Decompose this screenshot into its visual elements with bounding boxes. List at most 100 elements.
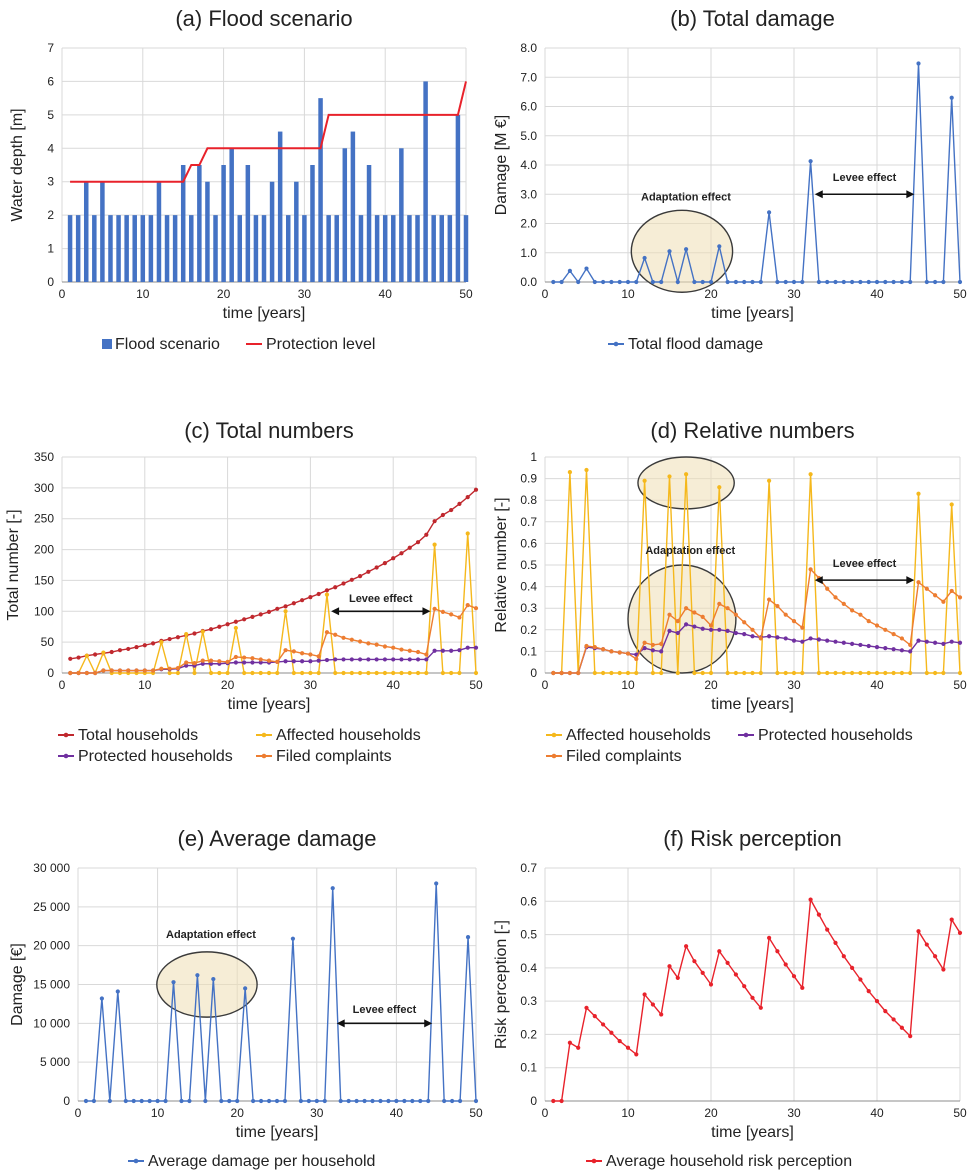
data-point <box>391 645 396 650</box>
data-point <box>274 1098 280 1104</box>
legend-marker <box>63 753 69 759</box>
data-point <box>700 614 705 619</box>
data-point <box>592 644 597 650</box>
y-axis-label: Total number [-] <box>5 509 22 620</box>
arrow-head-right <box>906 576 915 585</box>
data-point <box>242 670 247 676</box>
series-line <box>70 489 477 660</box>
data-point <box>275 606 280 611</box>
legend-marker <box>261 753 267 759</box>
data-point <box>167 636 172 642</box>
data-point <box>692 279 697 285</box>
x-tick-label: 50 <box>459 287 473 301</box>
data-point <box>324 588 330 593</box>
x-tick-label: 40 <box>870 1106 884 1120</box>
flood-bar <box>75 215 81 282</box>
data-point <box>324 657 330 663</box>
data-point <box>667 249 672 254</box>
data-point <box>825 638 830 643</box>
data-point <box>625 651 631 656</box>
data-point <box>250 660 255 665</box>
data-point <box>833 639 838 644</box>
data-point <box>308 659 313 664</box>
flood-bar <box>382 215 388 282</box>
data-point <box>84 653 89 658</box>
legend-item: Total households <box>58 727 198 744</box>
data-point <box>667 474 672 479</box>
data-point <box>386 1098 391 1104</box>
y-tick-label: 6 <box>47 74 54 88</box>
data-point <box>858 670 863 676</box>
chart-e: (e) Average damage 0 10 20 30 40 50 0 5 000 10 00… <box>9 826 483 1170</box>
data-point <box>366 657 371 662</box>
data-point <box>758 1005 763 1010</box>
data-point <box>775 635 780 640</box>
data-point <box>415 540 421 545</box>
data-point <box>424 657 429 662</box>
legend-label: Protection level <box>266 336 375 353</box>
data-point <box>283 648 288 653</box>
flood-bar <box>277 131 283 282</box>
y-tick-label: 0 <box>47 666 54 680</box>
flood-bar <box>156 181 162 282</box>
data-point <box>291 670 296 676</box>
data-point <box>733 670 739 676</box>
data-point <box>242 617 247 622</box>
data-point <box>924 279 929 285</box>
data-point <box>808 636 813 641</box>
x-tick-label: 40 <box>390 1106 404 1120</box>
data-point <box>767 478 772 483</box>
data-point <box>457 501 462 507</box>
data-point <box>167 666 172 671</box>
data-point <box>316 670 321 676</box>
legend-item: Protection level <box>246 336 375 353</box>
data-point <box>874 999 880 1004</box>
data-point <box>457 670 462 676</box>
legend-marker <box>613 341 619 347</box>
data-point <box>708 982 714 987</box>
data-point <box>465 935 471 940</box>
data-point <box>866 619 871 624</box>
flood-bar <box>455 114 461 282</box>
data-point <box>924 586 929 591</box>
data-point <box>883 279 888 285</box>
data-point <box>457 648 462 653</box>
y-tick-label: 0.9 <box>520 472 537 486</box>
data-point <box>142 668 147 673</box>
data-point <box>99 996 104 1001</box>
legend-item: Average damage per household <box>128 1153 375 1170</box>
data-point <box>449 670 454 676</box>
data-point <box>217 624 222 629</box>
legend-item: Affected households <box>546 727 711 744</box>
data-point <box>440 670 445 676</box>
data-point <box>767 597 772 602</box>
data-point <box>717 244 722 249</box>
data-point <box>159 640 164 645</box>
data-point <box>250 656 255 661</box>
annotation-label: Adaptation effect <box>641 191 731 203</box>
data-point <box>700 970 705 975</box>
data-point <box>382 561 388 566</box>
arrow-head-left <box>336 1019 345 1028</box>
arrow-head-right <box>424 1019 433 1028</box>
data-point <box>924 670 929 676</box>
data-point <box>924 942 929 947</box>
data-point <box>783 670 788 676</box>
data-point <box>841 640 846 645</box>
arrow-head-left <box>814 190 823 199</box>
data-point <box>874 623 880 628</box>
flood-bar <box>83 181 89 282</box>
data-point <box>391 556 396 561</box>
data-point <box>391 657 396 662</box>
y-axis-label: Relative number [-] <box>493 497 510 632</box>
data-point <box>432 519 437 524</box>
x-tick-label: 50 <box>953 287 967 301</box>
data-point <box>382 644 388 649</box>
data-point <box>449 648 454 653</box>
legend-marker <box>551 732 557 738</box>
y-tick-label: 0.7 <box>520 515 537 529</box>
data-point <box>642 478 647 483</box>
data-point <box>225 670 230 676</box>
y-tick-label: 5.0 <box>520 129 537 143</box>
